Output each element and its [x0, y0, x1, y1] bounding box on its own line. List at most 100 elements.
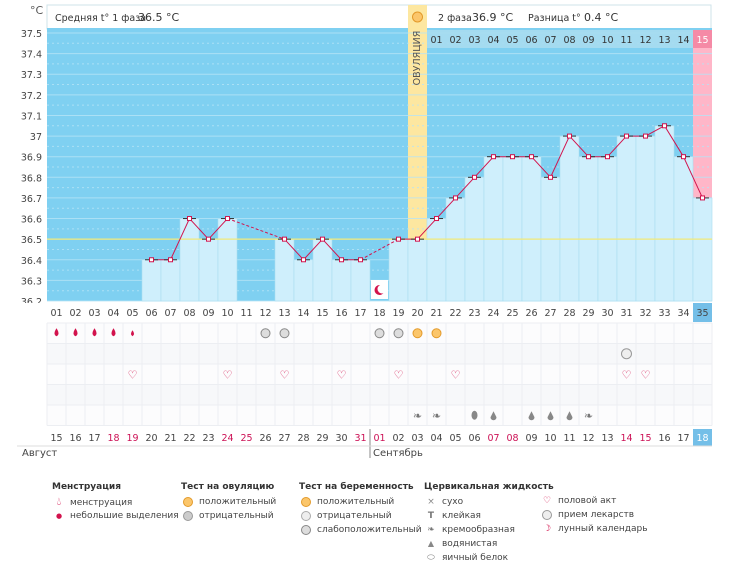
date-label: 25 [240, 433, 252, 444]
cycle-day-label: 28 [563, 308, 575, 319]
phase1-label: Средняя t° 1 фаза [55, 13, 146, 24]
legend-item: прием лекарств [540, 508, 648, 522]
eggwhite-icon [471, 410, 478, 420]
y-tick-label: 37.2 [21, 91, 42, 102]
temperature-point [282, 236, 287, 242]
watery-icon [490, 411, 497, 421]
phase2-last-day-highlight [693, 30, 712, 48]
legend-item: ▲ водянистая [424, 537, 554, 551]
diff-value: 0.4 °C [584, 11, 618, 24]
temperature-point [453, 195, 458, 201]
phase2-day-label: 08 [563, 35, 575, 46]
date-label: 20 [145, 433, 157, 444]
date-label: 17 [88, 433, 100, 444]
phase2-label: 2 фаза [438, 13, 472, 24]
pregnancy-positive-icon [299, 495, 313, 509]
temperature-segment [569, 135, 589, 158]
y-tick-label: 36.7 [21, 194, 42, 205]
cycle-day-row [0, 303, 714, 322]
date-label: 08 [506, 433, 518, 444]
ovulation-positive-icon [181, 495, 195, 509]
temperature-segment [683, 156, 703, 199]
cycle-day-label: 16 [335, 308, 347, 319]
y-tick-label: 37.3 [21, 70, 42, 81]
watery-icon: ▲ [427, 539, 435, 548]
heart-icon: ♡ [223, 368, 233, 381]
phase2-value: 36.9 °C [472, 11, 513, 24]
date-label: 27 [278, 433, 290, 444]
y-tick-label: 36.6 [21, 215, 42, 226]
cycle-day-label: 13 [278, 308, 290, 319]
date-label: 14 [620, 433, 632, 444]
temperature-column [331, 259, 352, 302]
temperature-segment [189, 218, 209, 240]
heart-icon: ♡ [337, 368, 347, 381]
cycle-day-label: 20 [411, 308, 423, 319]
cycle-day-label: 25 [506, 308, 518, 319]
ovulation-label: ОВУЛЯЦИЯ [412, 31, 423, 86]
date-label: 28 [297, 433, 309, 444]
y-tick-label: 37.4 [21, 50, 42, 61]
cycle-day-label: 08 [183, 308, 195, 319]
temperature-point [643, 133, 648, 139]
date-label: 16 [69, 433, 81, 444]
cycle-day-label: 15 [316, 308, 328, 319]
temperature-column [445, 197, 466, 302]
date-label: 03 [411, 433, 423, 444]
ovulation-negative-icon [393, 328, 404, 339]
phase2-day-label: 13 [658, 35, 670, 46]
temperature-column [350, 259, 371, 302]
legend-title: Цервикальная жидкость [424, 482, 554, 492]
temperature-column [692, 197, 713, 302]
cycle-day-label: 19 [392, 308, 404, 319]
date-label: 13 [601, 433, 613, 444]
legend-item: ☽ лунный календарь [540, 522, 648, 536]
legend-item: отрицательный [299, 509, 422, 523]
month-label: Сентябрь [373, 448, 423, 459]
temperature-segment [436, 197, 456, 219]
legend-item: ♡ половой акт [540, 494, 648, 508]
temperature-point [529, 154, 534, 160]
cycle-day-label: 31 [620, 308, 632, 319]
watery-icon [566, 411, 573, 421]
cycle-day-label: 23 [468, 308, 480, 319]
temperature-segment [664, 125, 684, 157]
legend-title: Менструация [52, 482, 121, 492]
date-label: 01 [373, 433, 385, 444]
creamy-icon: ❧ [432, 409, 441, 422]
y-tick-label: 36.2 [21, 297, 42, 308]
temperature-segment [227, 218, 285, 240]
temperature-segment [284, 238, 304, 261]
current-day-cell [693, 303, 712, 322]
date-label: 24 [221, 433, 233, 444]
moon-icon: ☽ [542, 524, 552, 534]
phase2-day-label: 11 [620, 35, 632, 46]
date-label: 23 [202, 433, 214, 444]
cycle-day-label: 17 [354, 308, 366, 319]
temperature-point [586, 154, 591, 160]
date-label: 17 [677, 433, 689, 444]
moon-icon-mask [377, 284, 387, 294]
cycle-day-label: 34 [677, 308, 689, 319]
cycle-day-label: 22 [449, 308, 461, 319]
pregnancy-weak-icon [299, 523, 313, 537]
phase2-day-label: 03 [468, 35, 480, 46]
temperature-column [673, 156, 694, 302]
y-tick-label: 36.4 [21, 256, 42, 267]
date-label: 02 [392, 433, 404, 444]
temperature-column [483, 156, 504, 302]
ovulation-sun-icon [412, 11, 423, 23]
temperature-column [521, 156, 542, 302]
menstruation-drop-icon [111, 328, 116, 337]
temperature-point [320, 236, 325, 242]
temperature-segment [550, 135, 570, 178]
cycle-day-label: 09 [202, 308, 214, 319]
legend-other: ♡ половой акт прием лекарств ☽ лунный кале… [540, 494, 648, 536]
date-label: 10 [544, 433, 556, 444]
temperature-column [141, 259, 162, 302]
temperature-column [559, 135, 580, 302]
symptom-row [47, 405, 712, 426]
phase2-day-label: 12 [639, 35, 651, 46]
temperature-point [472, 174, 477, 180]
